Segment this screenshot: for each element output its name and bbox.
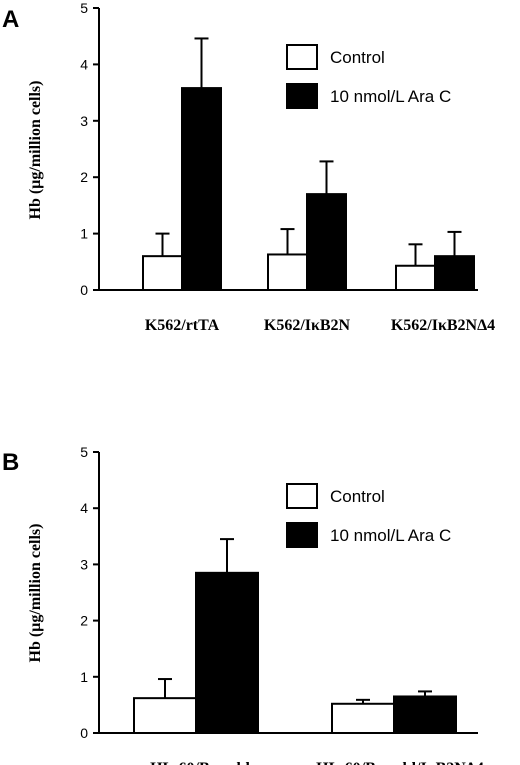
bar-control bbox=[267, 253, 308, 292]
legend-swatch-control bbox=[286, 483, 318, 509]
y-tick-label: 2 bbox=[80, 169, 88, 185]
panel-a: A Hb (µg/million cells) 0 1 2 3 4 5 K562/rtTA K… bbox=[2, 0, 495, 334]
y-tick-label: 3 bbox=[80, 113, 88, 129]
bar-ara-c bbox=[393, 695, 457, 734]
panel-a-letter: A bbox=[2, 6, 19, 33]
y-tick-label: 4 bbox=[80, 500, 88, 516]
x-category-label: HL-60/Bcr-abl bbox=[150, 760, 250, 765]
y-tick-label: 5 bbox=[80, 0, 88, 16]
y-tick-label: 4 bbox=[80, 56, 88, 72]
panel-a-plot: 0 1 2 3 4 5 K562/rtTA K562/IκB2N K562/IκB2NΔ4 Con… bbox=[80, 0, 495, 334]
y-tick-label: 1 bbox=[80, 226, 88, 242]
legend-swatch-ara-c bbox=[286, 83, 318, 109]
x-category-label: K562/rtTA bbox=[145, 317, 220, 334]
bar-control bbox=[133, 697, 197, 735]
y-tick-label: 3 bbox=[80, 556, 88, 572]
y-tick-label: 0 bbox=[80, 725, 88, 741]
bar-ara-c bbox=[306, 193, 347, 291]
bar-ara-c bbox=[195, 571, 259, 735]
legend-swatch-ara-c bbox=[286, 522, 318, 548]
panel-b-letter: B bbox=[2, 449, 19, 476]
panel-b-plot: 0 1 2 3 4 5 HL-60/Bcr-abl HL-60/Bcr-abl/IκB2NΔ4… bbox=[80, 444, 484, 765]
y-tick-label: 1 bbox=[80, 669, 88, 685]
legend-label: 10 nmol/L Ara C bbox=[330, 87, 451, 106]
panel-a-y-axis-label: Hb (µg/million cells) bbox=[27, 81, 44, 220]
panel-b: B Hb (µg/million cells) 0 1 2 3 4 5 HL-60/Bcr-… bbox=[2, 444, 484, 765]
bar-control bbox=[395, 264, 436, 291]
x-category-label: K562/IκB2NΔ4 bbox=[391, 317, 495, 334]
bar-control bbox=[331, 702, 395, 735]
legend-label: Control bbox=[330, 487, 385, 506]
x-category-label: HL-60/Bcr-abl/IκB2NΔ4 bbox=[316, 760, 484, 765]
x-category-label: K562/IκB2N bbox=[264, 317, 351, 334]
legend-swatch-control bbox=[286, 44, 318, 70]
bar-control bbox=[142, 255, 183, 292]
legend-label: 10 nmol/L Ara C bbox=[330, 526, 451, 545]
legend-label: Control bbox=[330, 48, 385, 67]
bar-ara-c bbox=[434, 255, 475, 292]
panel-b-y-axis-label: Hb (µg/million cells) bbox=[27, 524, 44, 663]
bar-ara-c bbox=[181, 87, 222, 291]
y-tick-label: 0 bbox=[80, 282, 88, 298]
y-tick-label: 2 bbox=[80, 613, 88, 629]
y-tick-label: 5 bbox=[80, 444, 88, 460]
